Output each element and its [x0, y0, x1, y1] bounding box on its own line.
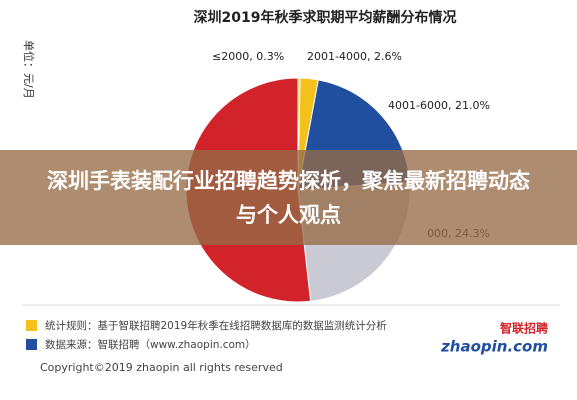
slice-label: 4001-6000, 21.0% — [388, 99, 490, 112]
logo-chinese: 智联招聘 — [499, 321, 548, 336]
slice-label: 2001-4000, 2.6% — [307, 50, 402, 63]
chart-title: 深圳2019年秋季求职期平均薪酬分布情况 — [194, 9, 457, 26]
note: 统计规则：基于智联招聘2019年秋季在线招聘数据库的数据监测统计分析 — [45, 319, 387, 332]
unit-label: 单位：元/月 — [22, 40, 36, 99]
logo-latin: zhaopin.com — [440, 338, 548, 356]
note-swatch — [26, 320, 37, 331]
copyright: Copyright©2019 zhaopin all rights reserv… — [40, 361, 283, 374]
note-swatch — [26, 339, 37, 350]
banner: 深圳手表装配行业招聘趋势探析，聚焦最新招聘动态与个人观点 — [0, 150, 577, 245]
note: 数据来源：智联招聘（www.zhaopin.com） — [45, 338, 256, 351]
slice-label: ≤2000, 0.3% — [212, 50, 284, 63]
